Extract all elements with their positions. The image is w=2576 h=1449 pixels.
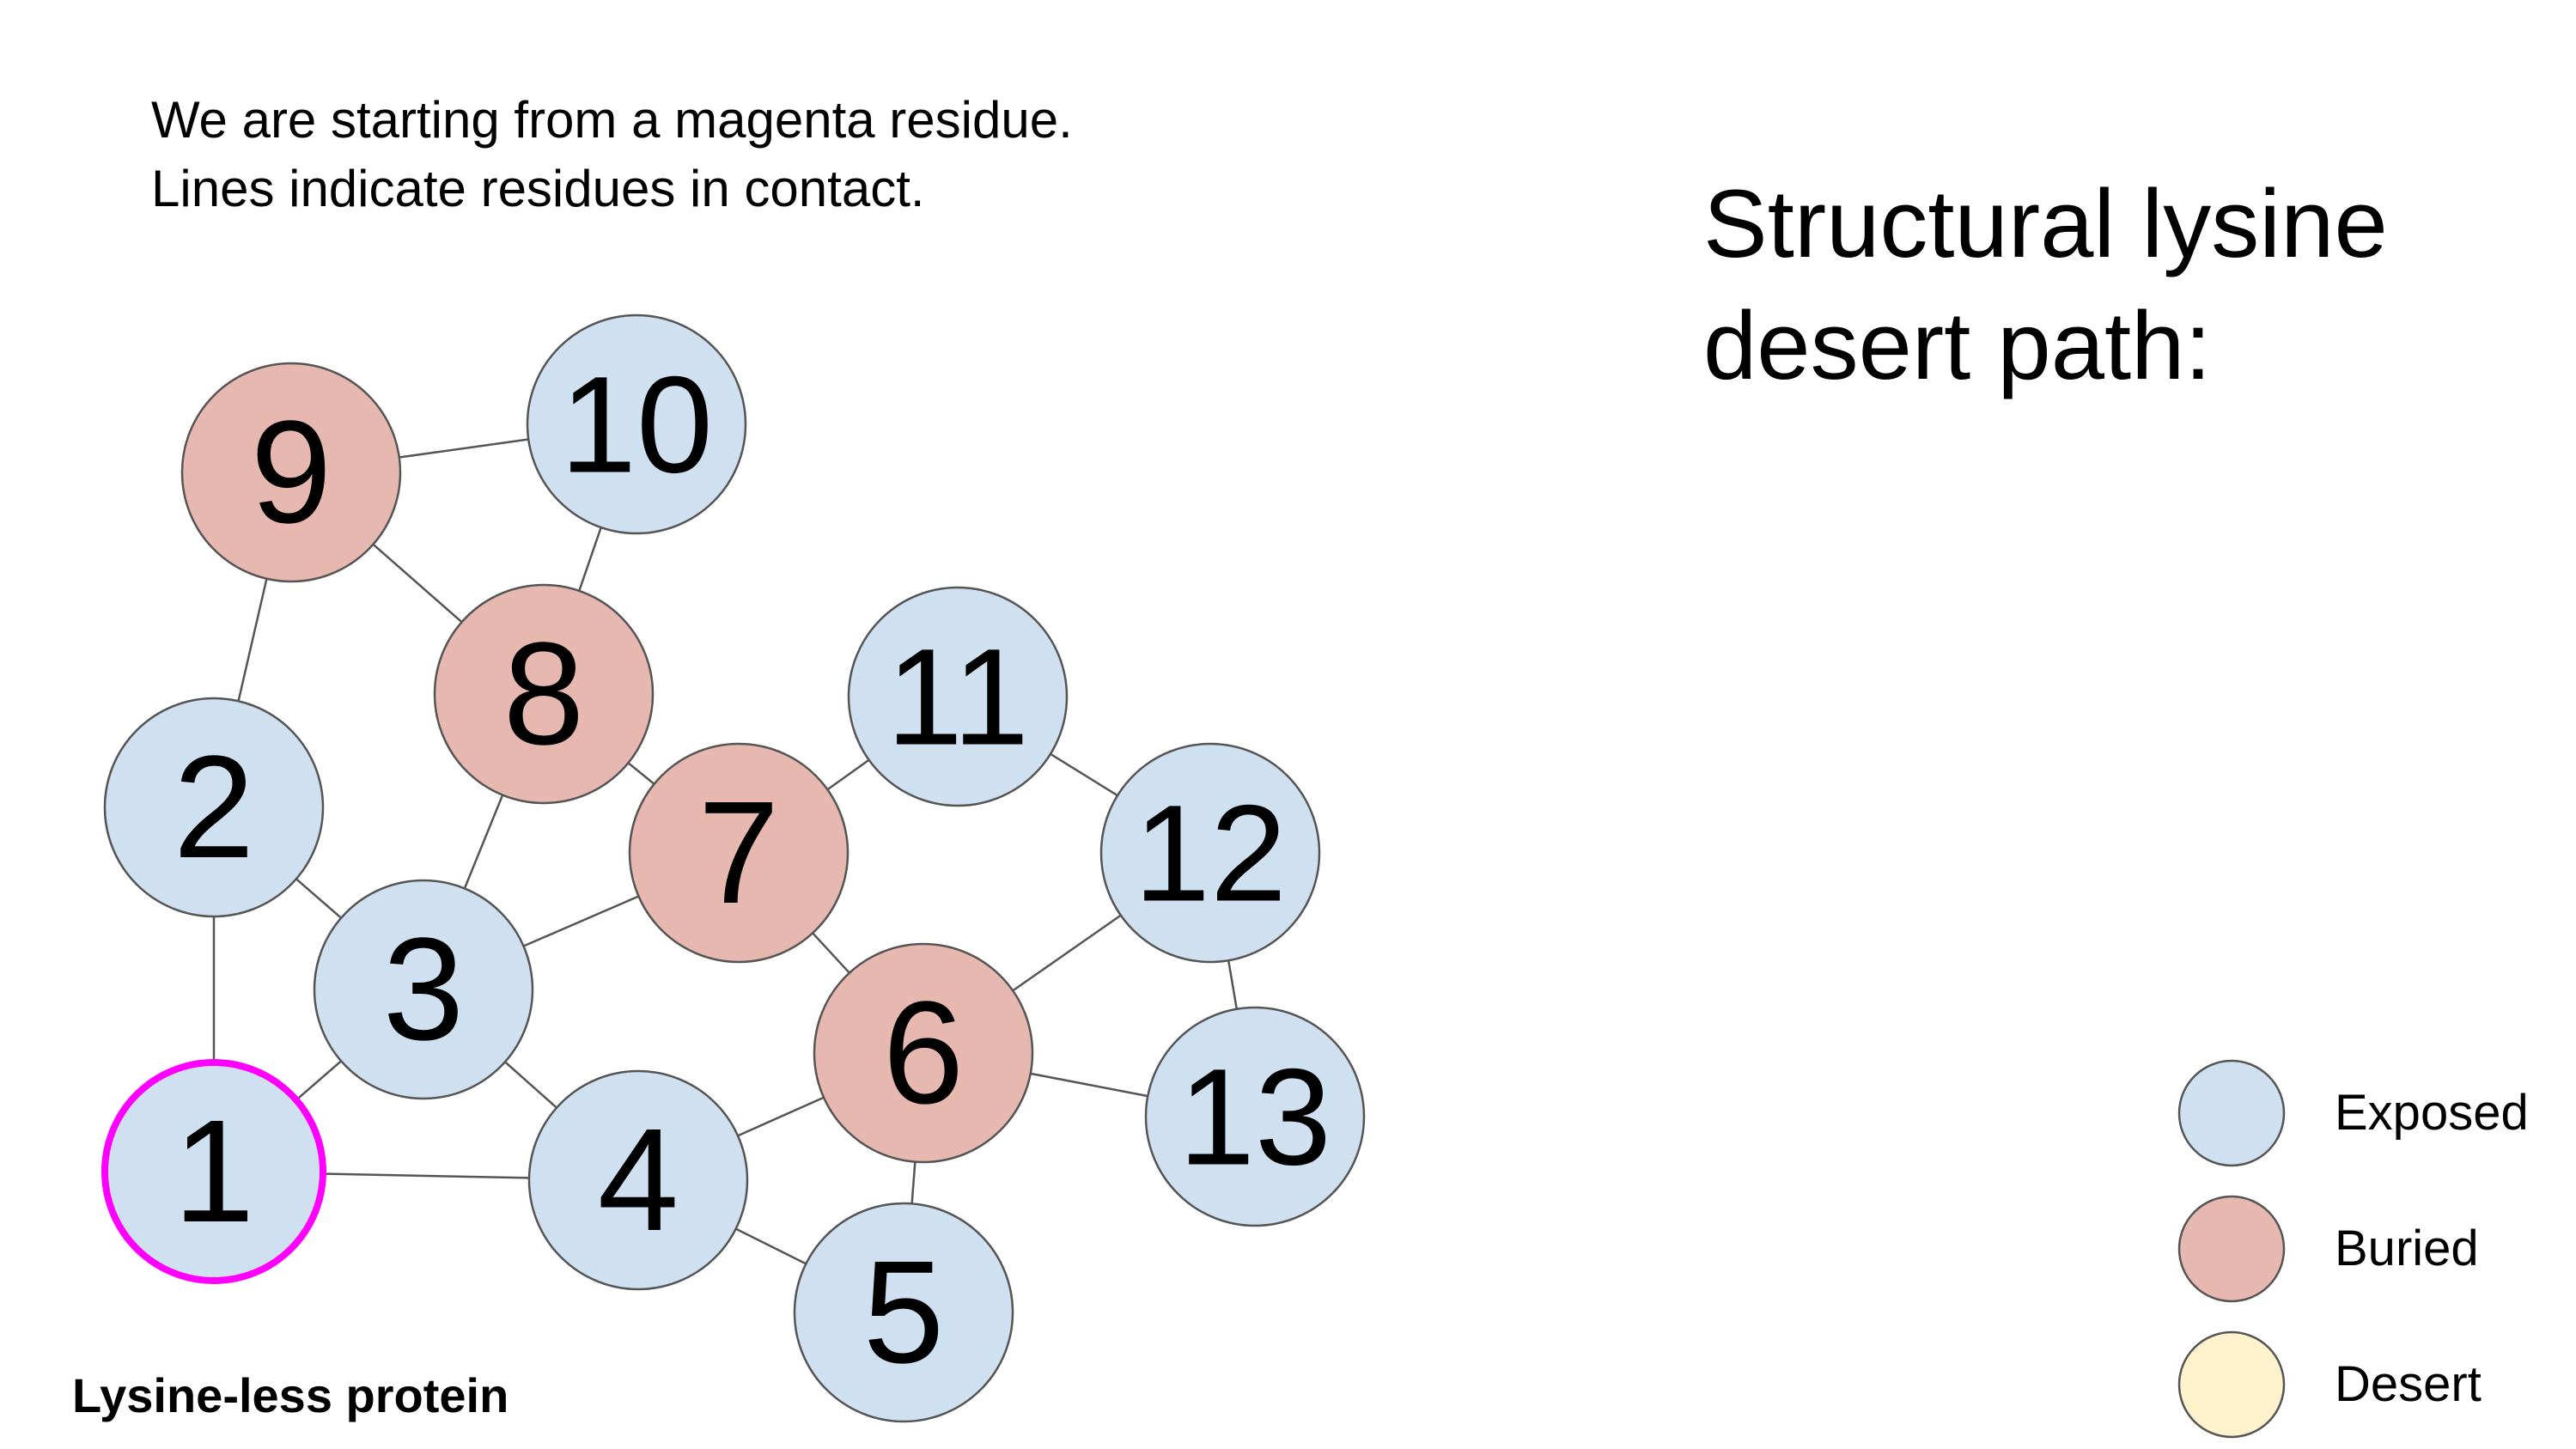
residue-circle bbox=[433, 583, 655, 805]
residue-circle bbox=[1099, 742, 1321, 964]
residue-circle bbox=[628, 742, 850, 964]
residue-node-11: 11 bbox=[847, 586, 1069, 807]
residue-circle bbox=[313, 879, 534, 1100]
residue-circle bbox=[1144, 1006, 1366, 1227]
residue-node-2: 2 bbox=[103, 697, 325, 918]
residue-label: 6 bbox=[883, 971, 965, 1135]
contact-edge-1-3 bbox=[295, 1060, 342, 1101]
residue-node-5: 5 bbox=[793, 1202, 1014, 1423]
protein-caption: Lysine-less protein bbox=[72, 1368, 509, 1422]
contact-edge-6-7 bbox=[812, 932, 850, 974]
contact-edge-2-9 bbox=[237, 578, 268, 702]
residue-circle bbox=[180, 362, 402, 583]
contact-edge-3-8 bbox=[463, 795, 504, 889]
contact-edge-8-9 bbox=[372, 543, 463, 624]
residue-label: 10 bbox=[560, 348, 713, 502]
residue-label: 7 bbox=[698, 771, 780, 935]
contact-edge-4-5 bbox=[735, 1227, 807, 1265]
contact-edge-6-13 bbox=[1030, 1072, 1148, 1098]
residue-label: 9 bbox=[251, 391, 332, 554]
contact-edge-3-7 bbox=[523, 895, 639, 947]
residue-node-10: 10 bbox=[526, 314, 747, 535]
contact-edge-4-6 bbox=[737, 1096, 825, 1137]
legend-label-buried: Buried bbox=[2335, 1221, 2479, 1276]
residue-label: 13 bbox=[1178, 1040, 1331, 1194]
residue-circle bbox=[813, 942, 1034, 1164]
residue-label: 3 bbox=[383, 908, 465, 1071]
residue-node-3: 3 bbox=[313, 879, 534, 1100]
intro-text: We are starting from a magenta residue. … bbox=[151, 86, 1073, 223]
residue-node-12: 12 bbox=[1099, 742, 1321, 964]
legend-label-exposed: Exposed bbox=[2335, 1085, 2529, 1141]
contact-edge-11-12 bbox=[1050, 752, 1118, 797]
legend-swatch-buried bbox=[2177, 1195, 2286, 1303]
contact-edge-6-12 bbox=[1012, 914, 1122, 992]
contact-edge-8-10 bbox=[578, 527, 602, 592]
contact-edge-7-11 bbox=[826, 758, 870, 791]
legend-swatch-desert bbox=[2177, 1330, 2286, 1439]
legend-swatches bbox=[2177, 1059, 2286, 1439]
intro-line-1: We are starting from a magenta residue. bbox=[151, 91, 1073, 149]
contact-edge-1-4 bbox=[322, 1172, 530, 1179]
residue-label: 5 bbox=[863, 1231, 945, 1394]
contact-edge-3-4 bbox=[504, 1061, 557, 1109]
contact-edge-5-6 bbox=[910, 1161, 917, 1204]
residue-label: 8 bbox=[503, 612, 585, 776]
contact-edge-9-10 bbox=[399, 438, 529, 459]
residue-node-13: 13 bbox=[1144, 1006, 1366, 1227]
start-residue-circle bbox=[101, 1059, 326, 1284]
residue-node-1: 1 bbox=[101, 1059, 326, 1284]
residue-node-8: 8 bbox=[433, 583, 655, 805]
legend-label-desert: Desert bbox=[2335, 1356, 2482, 1412]
residue-node-9: 9 bbox=[180, 362, 402, 583]
legend-swatch-exposed bbox=[2177, 1059, 2286, 1167]
residue-circle bbox=[847, 586, 1069, 807]
residue-label: 1 bbox=[174, 1090, 255, 1253]
contact-edge-12-13 bbox=[1227, 960, 1239, 1009]
residue-label: 2 bbox=[174, 726, 255, 889]
residue-label: 11 bbox=[886, 620, 1029, 774]
residue-label: 4 bbox=[598, 1099, 679, 1262]
residue-node-4: 4 bbox=[527, 1069, 749, 1291]
residue-circle bbox=[793, 1202, 1014, 1423]
residue-node-6: 6 bbox=[813, 942, 1034, 1164]
contact-edge-2-3 bbox=[295, 878, 342, 919]
slide-title: Structural lysine desert path: bbox=[1703, 170, 2388, 399]
residue-circle bbox=[526, 314, 747, 535]
contact-edges bbox=[212, 438, 1239, 1265]
residue-circle bbox=[103, 697, 325, 918]
contact-edge-7-8 bbox=[627, 762, 655, 785]
residue-label: 12 bbox=[1134, 776, 1287, 930]
residue-node-7: 7 bbox=[628, 742, 850, 964]
intro-line-2: Lines indicate residues in contact. bbox=[151, 160, 925, 217]
residue-circle bbox=[527, 1069, 749, 1291]
